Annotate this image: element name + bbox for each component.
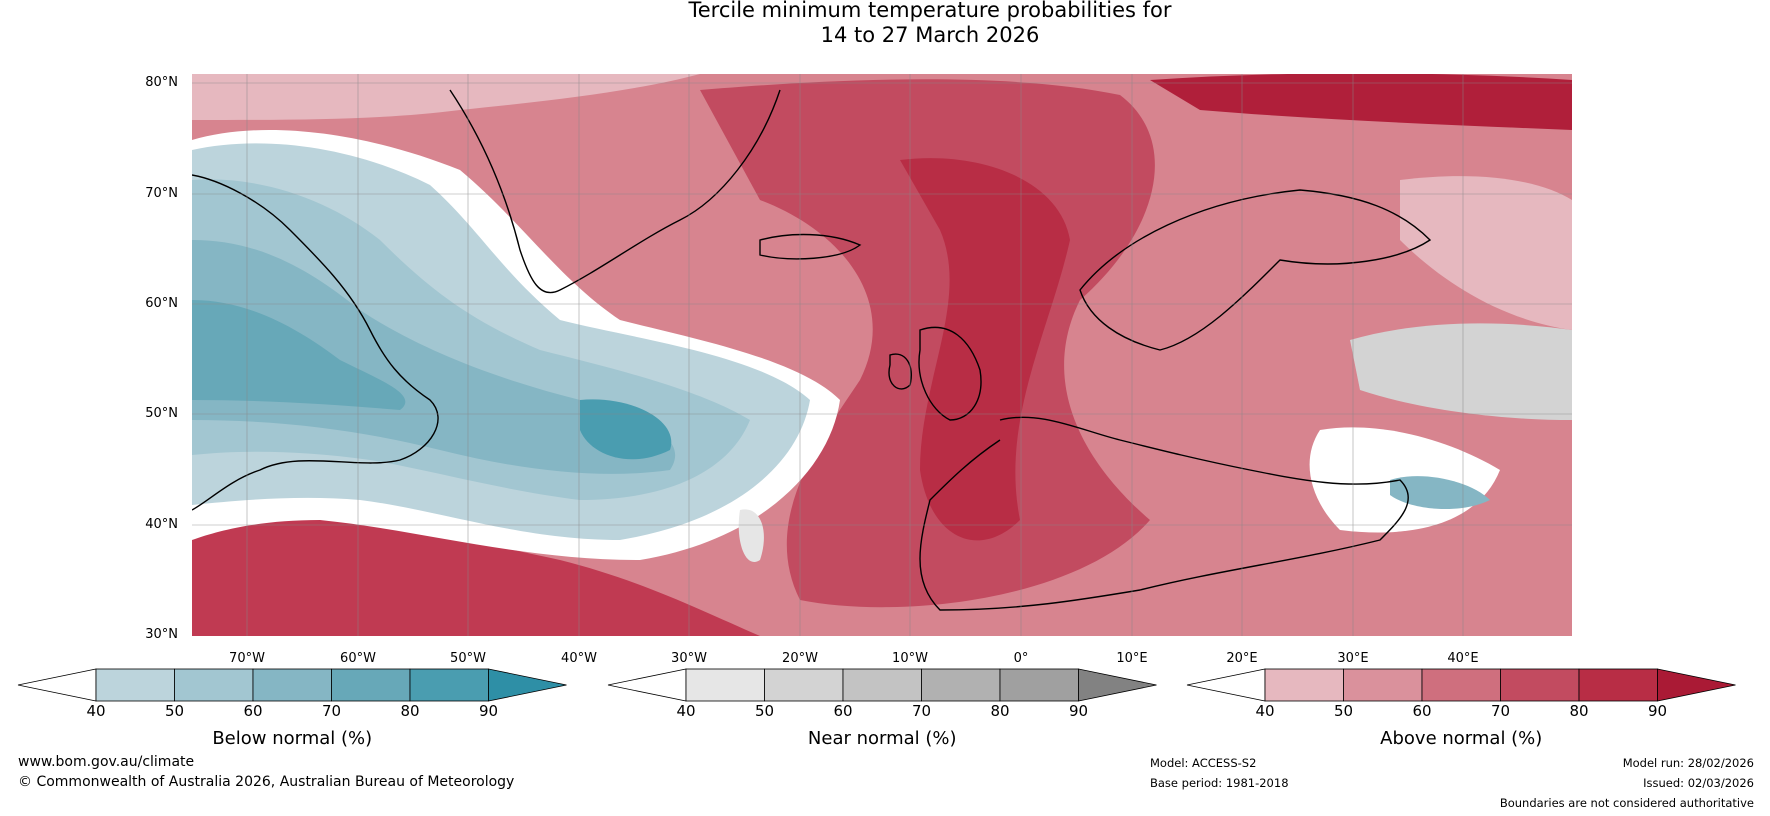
near-colorbar-segment [921, 668, 1001, 702]
greenland-coast [449, 89, 781, 294]
below-colorbar-segment [409, 668, 489, 702]
below-colorbar-segment [331, 668, 411, 702]
europe-coast [919, 416, 1409, 611]
above-colorbar-tick-label: 60 [1412, 702, 1432, 720]
above-colorbar-tick-label: 50 [1333, 702, 1354, 720]
near-colorbar-tick-label: 70 [911, 702, 932, 720]
lon-label-50w: 50°W [450, 651, 486, 666]
above-colorbar-tick-label: 40 [1255, 702, 1275, 720]
near-colorbar-segment [764, 668, 844, 702]
above-normal-90-region [1150, 74, 1572, 130]
near-colorbar-segment [842, 668, 922, 702]
near-colorbar-right-arrow [1078, 668, 1157, 702]
near-colorbar-tick-label: 40 [676, 702, 696, 720]
above-colorbar-segment [1500, 668, 1580, 702]
base-period-text: Base period: 1981-2018 [1150, 776, 1289, 790]
near-colorbar-segment [999, 668, 1079, 702]
above-normal-south-region [192, 513, 760, 636]
lat-label-60: 60°N [145, 296, 178, 311]
near-colorbar-tick-label: 50 [754, 702, 775, 720]
below-normal-60-region [192, 240, 676, 474]
lon-label-30w: 30°W [671, 651, 707, 666]
lon-label-40e: 40°E [1447, 651, 1479, 666]
lon-label-60w: 60°W [340, 651, 376, 666]
model-run-text: Model run: 28/02/2026 [1622, 756, 1754, 770]
near-normal-region [1350, 323, 1572, 420]
lon-label-10w: 10°W [892, 651, 928, 666]
lon-label-40w: 40°W [561, 651, 597, 666]
title-line-1: Tercile minimum temperature probabilitie… [688, 0, 1172, 22]
lat-label-50: 50°N [145, 406, 178, 421]
below-colorbar-tick-label: 80 [400, 702, 420, 720]
above-colorbar-title: Above normal (%) [1380, 728, 1543, 749]
lat-label-70: 70°N [145, 186, 178, 201]
near-colorbar-left-arrow [607, 668, 687, 702]
colorbars [17, 668, 1736, 702]
below-colorbar-tick-label: 60 [243, 702, 263, 720]
lon-label-70w: 70°W [229, 651, 265, 666]
lon-label-20w: 20°W [782, 651, 818, 666]
above-colorbar-right-arrow [1657, 668, 1736, 702]
above-normal-40-region [192, 74, 700, 120]
north-america-coast [192, 174, 439, 511]
probability-field [192, 74, 1572, 636]
near-colorbar-segment [685, 668, 765, 702]
above-colorbar-segment [1578, 668, 1658, 702]
above-colorbar-segment [1421, 668, 1501, 702]
near-normal-patch [738, 509, 764, 562]
map-title: Tercile minimum temperature probabilitie… [0, 0, 1770, 48]
below-colorbar-tick-label: 70 [321, 702, 342, 720]
near-colorbar-tick-label: 80 [990, 702, 1010, 720]
below-colorbar-tick-label: 50 [164, 702, 185, 720]
below-normal-80-region [580, 399, 672, 460]
near-colorbar-title: Near normal (%) [807, 728, 957, 749]
above-colorbar-tick-label: 80 [1569, 702, 1589, 720]
iceland-coast [759, 233, 862, 260]
below-colorbar-tick-label: 90 [478, 702, 499, 720]
below-colorbar-title: Below normal (%) [212, 728, 373, 749]
website-text: www.bom.gov.au/climate [18, 754, 195, 770]
lon-label-20e: 20°E [1226, 651, 1258, 666]
above-colorbar-segment [1343, 668, 1423, 702]
lon-label-10e: 10°E [1116, 651, 1148, 666]
above-colorbar-tick-label: 90 [1647, 702, 1668, 720]
below-colorbar-tick-label: 40 [86, 702, 106, 720]
above-normal-80-region [900, 158, 1070, 541]
above-colorbar-tick-label: 70 [1490, 702, 1511, 720]
near-colorbar-tick-label: 60 [833, 702, 853, 720]
below-colorbar-segment [95, 668, 175, 702]
east-light-region [1400, 176, 1572, 330]
disclaimer-text: Boundaries are not considered authoritat… [1499, 796, 1754, 810]
title-line-2: 14 to 27 March 2026 [820, 23, 1040, 47]
lon-label-30e: 30°E [1337, 651, 1369, 666]
lat-label-80: 80°N [145, 75, 178, 90]
issued-text: Issued: 02/03/2026 [1643, 776, 1754, 790]
below-colorbar-left-arrow [17, 668, 97, 702]
coastlines [192, 89, 1432, 611]
lat-label-40: 40°N [145, 517, 178, 532]
great-britain-coast [918, 326, 982, 421]
above-colorbar-left-arrow [1186, 668, 1266, 702]
scandinavia-coast [1079, 189, 1432, 351]
lon-label-0: 0° [1013, 651, 1029, 666]
below-normal-70-region [192, 300, 406, 410]
lat-label-30: 30°N [145, 627, 178, 642]
graticule [192, 74, 1572, 636]
below-colorbar-right-arrow [488, 668, 567, 702]
below-colorbar-segment [174, 668, 254, 702]
above-colorbar-segment [1264, 668, 1344, 702]
model-text: Model: ACCESS-S2 [1150, 756, 1257, 770]
copyright-text: © Commonwealth of Australia 2026, Austra… [18, 774, 515, 790]
east-below-region [1390, 476, 1490, 510]
near-colorbar-tick-label: 90 [1068, 702, 1089, 720]
below-colorbar-segment [252, 668, 332, 702]
